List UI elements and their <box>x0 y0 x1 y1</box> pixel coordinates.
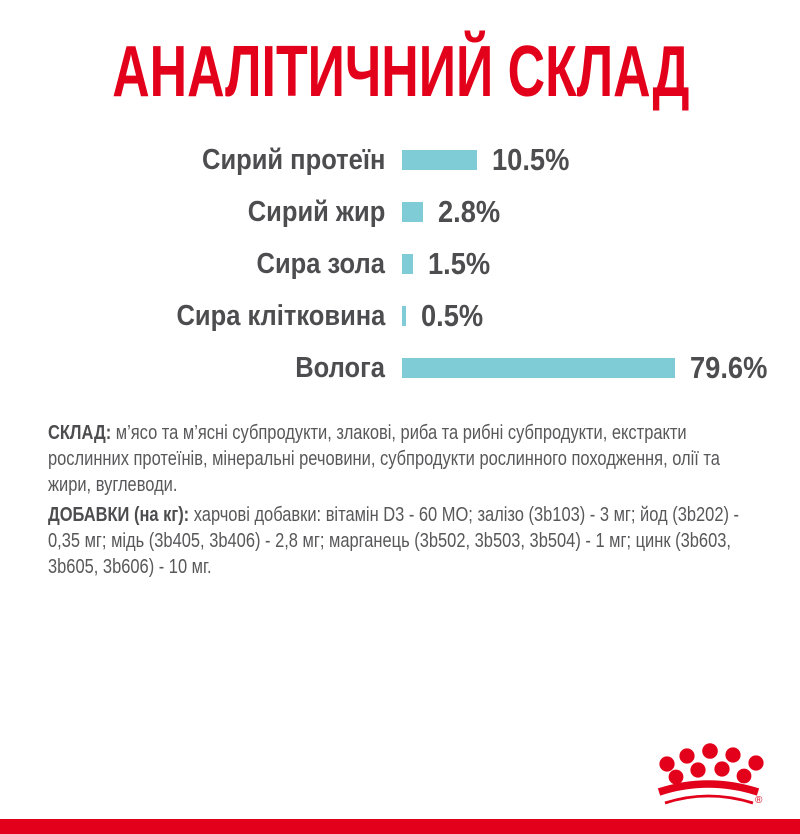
registered-trademark: ® <box>755 795 763 806</box>
crown-dot <box>714 761 730 777</box>
crown-band-thick <box>657 780 760 796</box>
chart-value-label: 79.6% <box>690 350 768 385</box>
chart-category-label: Сира зола <box>256 247 385 280</box>
chart-category-label: Волога <box>295 351 385 384</box>
page-title: АНАЛІТИЧНИЙ СКЛАД <box>0 34 800 110</box>
chart-category-label: Сира клітковина <box>176 299 385 332</box>
additives-text: харчові добавки: вітамін D3 - 60 МО; зал… <box>48 504 740 578</box>
chart-row: Сирий жир 2.8% <box>0 186 800 238</box>
chart-row: Сира клітковина 0.5% <box>0 290 800 342</box>
chart-bar <box>402 202 423 222</box>
chart-category-label: Сирий протеїн <box>201 143 385 176</box>
chart-value-label: 10.5% <box>492 142 570 177</box>
bottom-red-stripe <box>0 819 800 834</box>
chart-row: Сира зола 1.5% <box>0 238 800 290</box>
additives-label: ДОБАВКИ (на кг): <box>48 504 190 526</box>
chart-bar <box>402 358 675 378</box>
crown-dot <box>668 769 684 785</box>
composition-paragraph: СКЛАД: м’ясо та м’ясні субпродукти, злак… <box>48 420 756 498</box>
chart-category-label: Сирий жир <box>247 195 385 228</box>
chart-bar <box>402 150 477 170</box>
page-title-text: АНАЛІТИЧНИЙ СКЛАД <box>112 32 690 112</box>
ingredients-section: СКЛАД: м’ясо та м’ясні субпродукти, злак… <box>48 420 756 580</box>
chart-bar <box>402 306 406 326</box>
chart-value-label: 2.8% <box>438 194 501 229</box>
chart-value-label: 1.5% <box>428 246 491 281</box>
crown-dot <box>736 768 752 784</box>
composition-label: СКЛАД: <box>48 422 112 444</box>
crown-dot <box>702 743 718 759</box>
additives-paragraph: ДОБАВКИ (на кг): харчові добавки: вітамі… <box>48 502 756 580</box>
crown-dot <box>725 747 741 763</box>
crown-dot <box>659 756 675 772</box>
composition-bar-chart: Сирий протеїн 10.5% Сирий жир 2.8% Сира зола… <box>0 134 800 394</box>
crown-dot <box>748 755 764 771</box>
analytical-composition-panel: АНАЛІТИЧНИЙ СКЛАД Сирий протеїн 10.5% Сири… <box>0 34 800 834</box>
chart-row: Волога 79.6% <box>0 342 800 394</box>
composition-text: м’ясо та м’ясні субпродукти, злакові, ри… <box>48 422 720 496</box>
chart-value-label: 0.5% <box>421 298 484 333</box>
crown-dot <box>679 748 695 764</box>
chart-bar <box>402 254 413 274</box>
chart-row: Сирий протеїн 10.5% <box>0 134 800 186</box>
crown-dot <box>690 762 706 778</box>
